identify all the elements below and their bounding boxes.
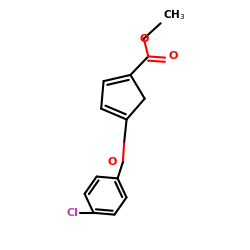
Text: O: O bbox=[168, 52, 177, 62]
Text: CH$_3$: CH$_3$ bbox=[162, 8, 185, 22]
Text: O: O bbox=[107, 157, 117, 167]
Text: Cl: Cl bbox=[66, 208, 78, 218]
Text: O: O bbox=[139, 34, 148, 43]
